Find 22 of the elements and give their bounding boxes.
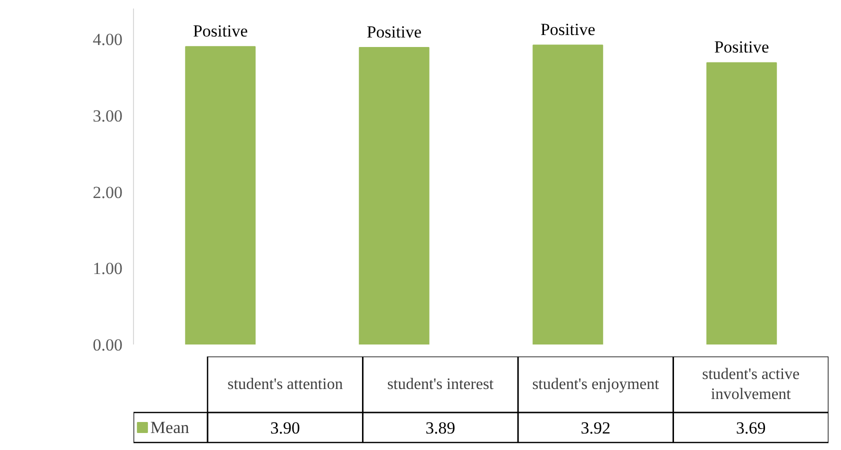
data-label: 3.92	[580, 418, 611, 438]
bar	[532, 44, 604, 344]
data-label: 3.90	[270, 418, 300, 438]
data-label: 3.89	[426, 418, 456, 438]
y-tick-label: 0.00	[92, 336, 122, 354]
y-tick-label: 2.00	[92, 182, 122, 202]
annotation: Positive	[192, 22, 248, 41]
annotation: Positive	[714, 38, 770, 57]
legend-label: Mean	[150, 418, 190, 437]
x-tick-label: student's interest	[387, 376, 494, 393]
y-tick-label: 4.00	[92, 30, 122, 50]
x-tick-label: student's active involvement	[702, 366, 800, 404]
annotation: Positive	[366, 22, 422, 42]
y-tick-label: 3.00	[92, 106, 122, 126]
bar	[185, 46, 256, 344]
y-tick-label: 1.00	[92, 259, 122, 278]
bar	[358, 46, 430, 344]
annotation: Positive	[540, 20, 596, 40]
x-tick-label: student's enjoyment	[532, 376, 660, 393]
bar	[706, 62, 777, 344]
data-label: 3.69	[736, 418, 766, 438]
x-tick-label: student's attention	[228, 376, 343, 393]
